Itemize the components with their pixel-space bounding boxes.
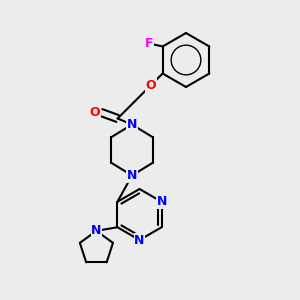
Text: F: F bbox=[145, 37, 153, 50]
Text: N: N bbox=[91, 224, 102, 237]
Text: N: N bbox=[134, 233, 145, 247]
Text: O: O bbox=[90, 106, 101, 119]
Text: O: O bbox=[145, 79, 156, 92]
Text: N: N bbox=[156, 195, 167, 208]
Text: N: N bbox=[127, 118, 137, 131]
Text: N: N bbox=[127, 169, 137, 182]
